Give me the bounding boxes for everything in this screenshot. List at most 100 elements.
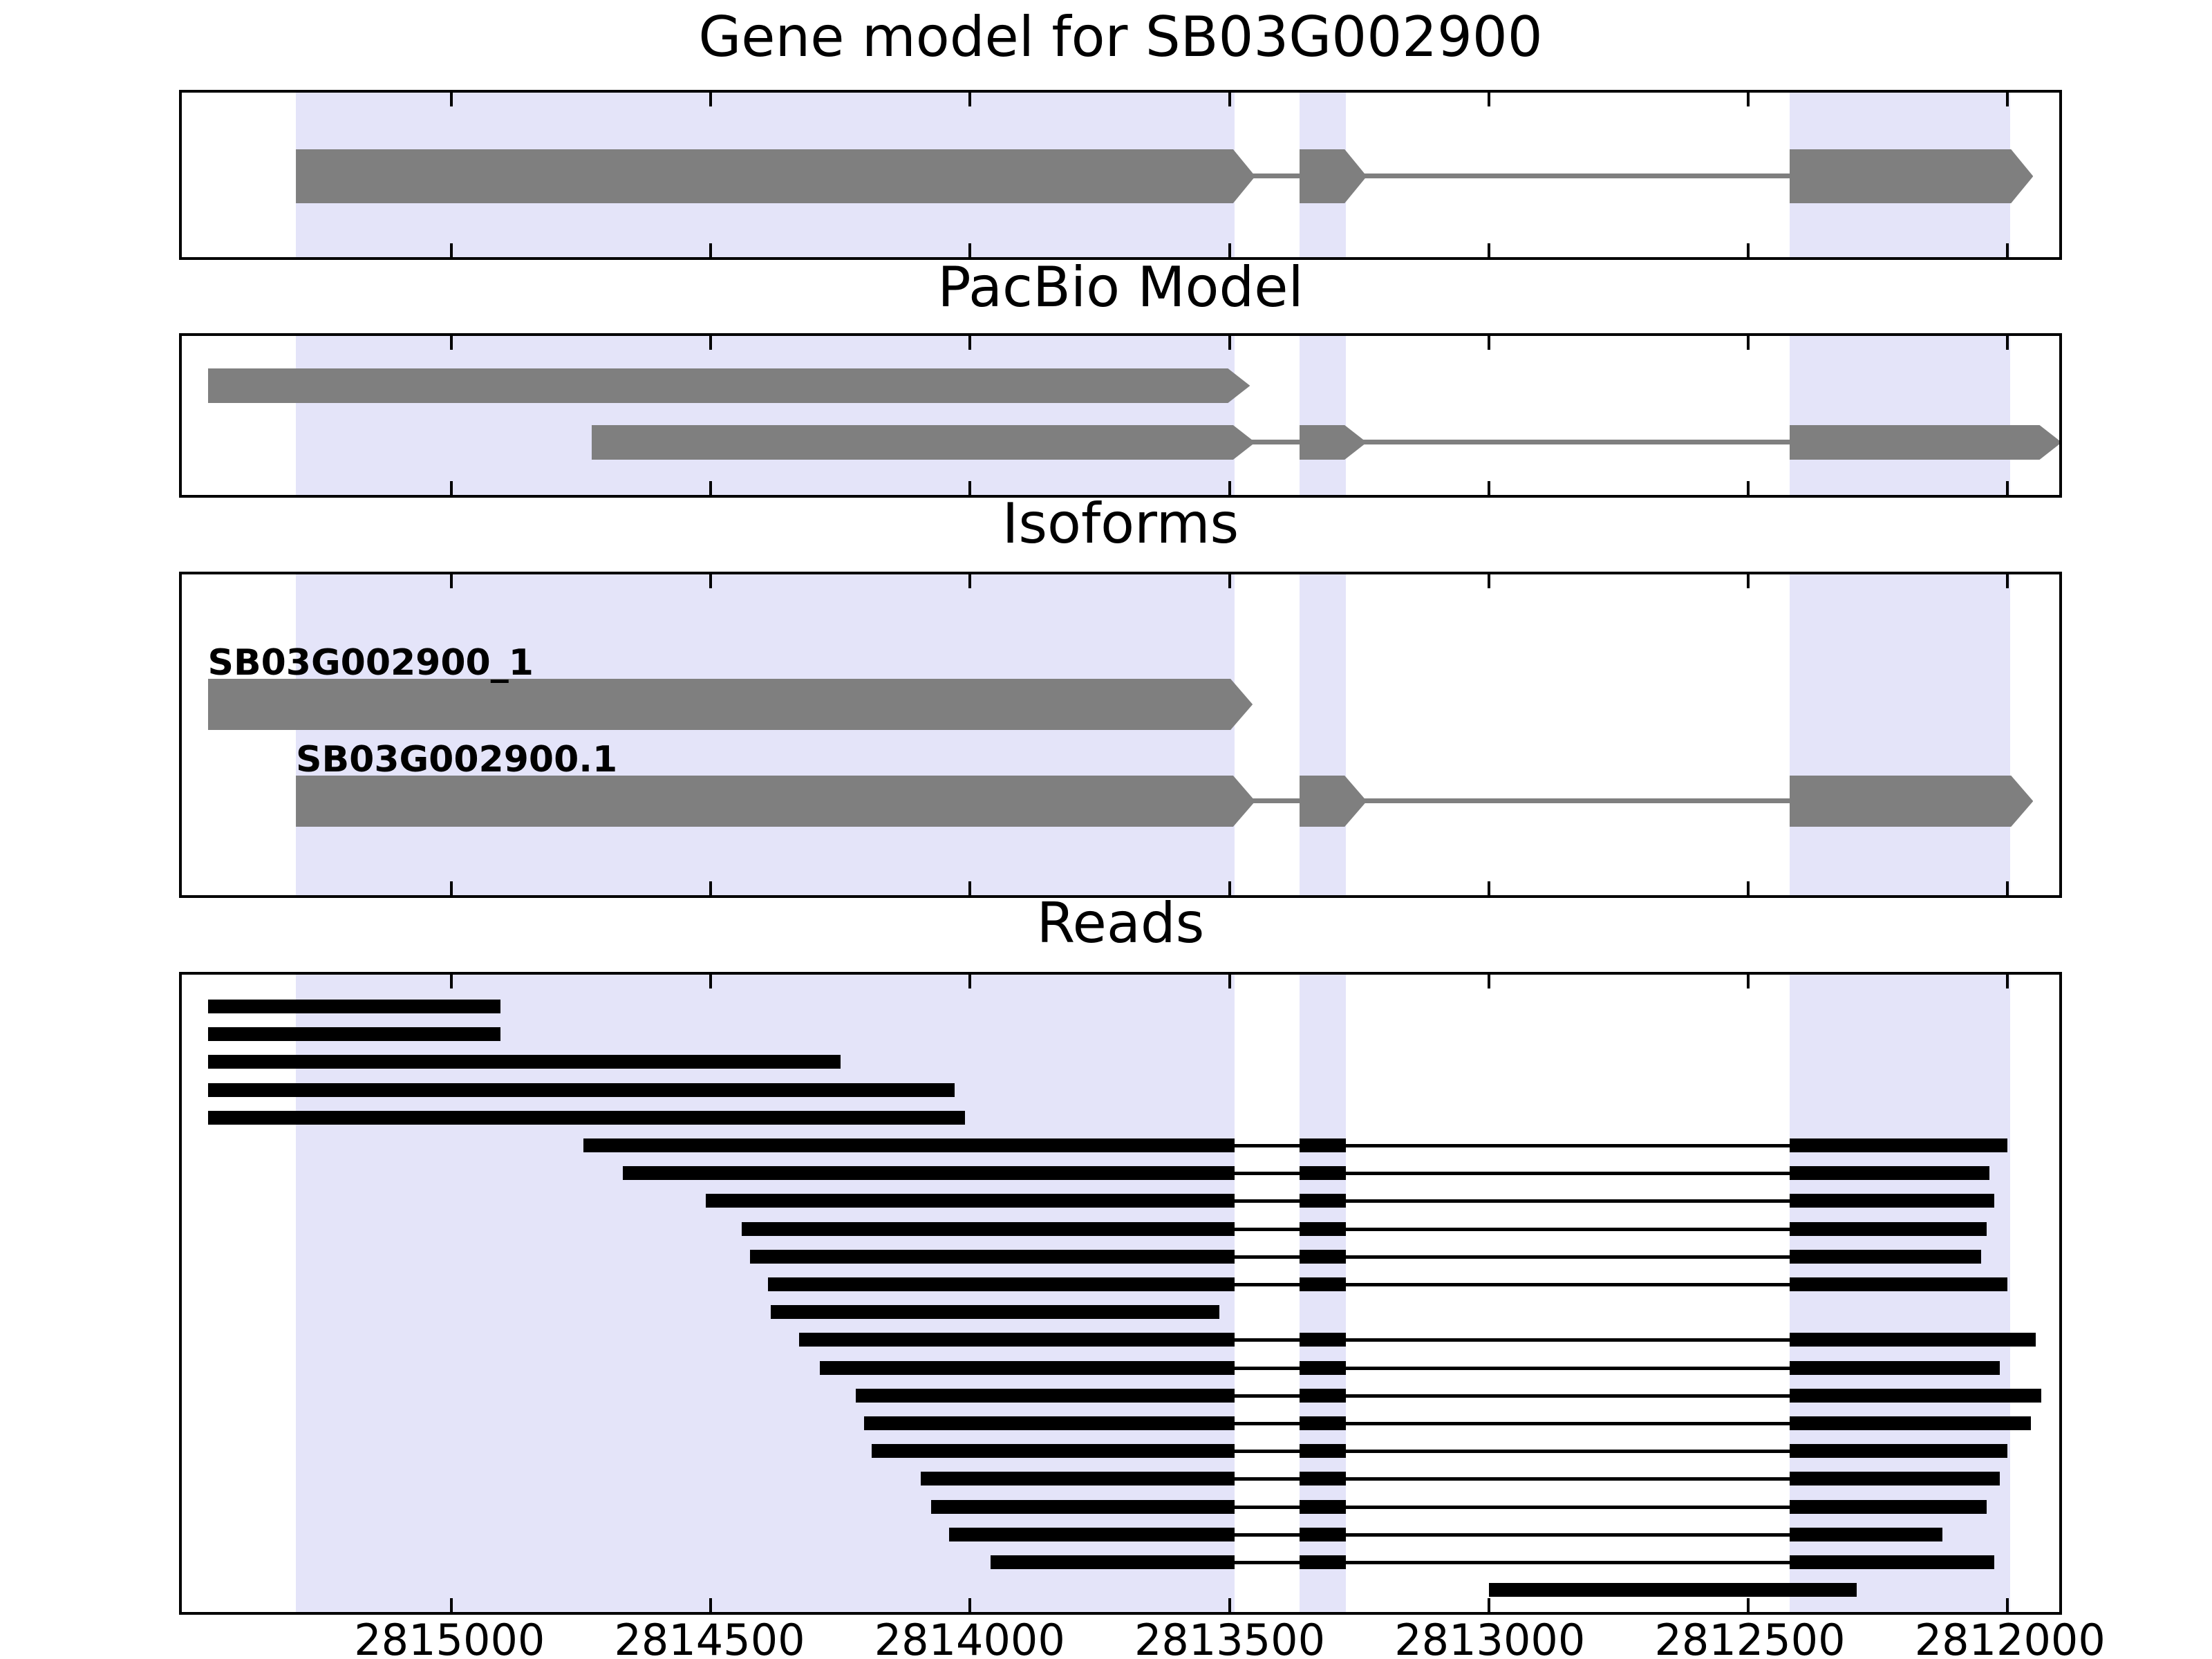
- read-gap-line: [1346, 1255, 1790, 1259]
- exon-block: [296, 149, 1255, 203]
- read-gap-line: [1235, 1199, 1300, 1203]
- x-axis-tick: [1487, 881, 1490, 895]
- x-axis-tick: [968, 336, 972, 350]
- x-axis-tick: [709, 481, 713, 495]
- x-axis-tick: [1228, 243, 1231, 257]
- exon-block: [296, 776, 1255, 827]
- x-axis-tick: [2005, 93, 2009, 106]
- exon-highlight-band: [1299, 574, 1347, 895]
- reads-title: Reads: [1036, 891, 1205, 955]
- read-gap-line: [1235, 1394, 1300, 1398]
- gene-model-title: Gene model for SB03G002900: [698, 5, 1543, 69]
- read-gap-line: [1235, 1450, 1300, 1454]
- read-gap-line: [1346, 1561, 1790, 1564]
- read-segment: [1789, 1444, 2007, 1459]
- x-axis-tick: [1746, 881, 1750, 895]
- read-gap-line: [1346, 1450, 1790, 1454]
- read-gap-line: [1235, 1255, 1300, 1259]
- x-axis-tick: [709, 243, 713, 257]
- read-segment: [705, 1194, 1235, 1208]
- read-segment: [863, 1416, 1235, 1430]
- x-axis-tick-label: 2813000: [1394, 1615, 1586, 1659]
- read-gap-line: [1346, 1477, 1790, 1481]
- x-axis-tick: [968, 481, 972, 495]
- read-segment: [1789, 1472, 2000, 1486]
- read-segment: [1789, 1555, 1995, 1569]
- read-gap-line: [1235, 1283, 1300, 1286]
- read-segment: [1789, 1277, 2007, 1291]
- read-gap-line: [1346, 1338, 1790, 1342]
- read-segment: [1299, 1166, 1347, 1181]
- x-axis-tick-label: 2814500: [614, 1615, 805, 1659]
- intron-line: [1235, 440, 1300, 444]
- intron-line: [1346, 174, 1790, 178]
- x-axis-tick: [1487, 336, 1490, 350]
- x-axis-tick: [968, 243, 972, 257]
- read-segment: [798, 1333, 1235, 1347]
- read-segment: [1299, 1472, 1347, 1486]
- read-segment: [207, 1110, 965, 1125]
- x-axis-tick: [450, 1598, 453, 1612]
- exon-block: [208, 679, 1253, 730]
- read-segment: [1299, 1138, 1347, 1152]
- x-axis-tick: [1746, 1598, 1750, 1612]
- isoform-label: SB03G002900_1: [207, 642, 534, 684]
- read-segment: [1299, 1527, 1347, 1541]
- x-axis-tick: [450, 881, 453, 895]
- read-segment: [1299, 1333, 1347, 1347]
- read-segment: [583, 1138, 1235, 1152]
- read-segment: [1789, 1360, 2000, 1375]
- exon-highlight-band: [296, 336, 1235, 495]
- x-axis-tick: [1487, 1598, 1490, 1612]
- intron-line: [1235, 798, 1300, 803]
- x-axis-tick: [1228, 975, 1231, 988]
- read-gap-line: [1346, 1283, 1790, 1286]
- x-axis-tick: [1228, 881, 1231, 895]
- x-axis-tick: [1746, 243, 1750, 257]
- gene-model-panel: [179, 90, 2062, 260]
- read-segment: [991, 1555, 1235, 1569]
- read-segment: [770, 1305, 1219, 1320]
- x-axis-tick: [1228, 1598, 1231, 1612]
- reads-panel: [179, 972, 2062, 1615]
- x-axis-tick: [968, 93, 972, 106]
- x-axis-tick-label: 2814000: [874, 1615, 1065, 1659]
- read-gap-line: [1235, 1561, 1300, 1564]
- x-axis-tick: [968, 975, 972, 988]
- read-segment: [1488, 1583, 1857, 1597]
- read-segment: [207, 1082, 955, 1097]
- read-segment: [1789, 1527, 1943, 1541]
- read-segment: [1299, 1416, 1347, 1430]
- isoforms-title: Isoforms: [1002, 491, 1239, 556]
- read-gap-line: [1346, 1172, 1790, 1176]
- read-gap-line: [1235, 1144, 1300, 1147]
- intron-line: [1346, 440, 1790, 444]
- x-axis-tick: [1487, 243, 1490, 257]
- exon-block: [1790, 149, 2033, 203]
- read-gap-line: [1235, 1477, 1300, 1481]
- x-axis-tick: [968, 881, 972, 895]
- read-segment: [931, 1499, 1235, 1514]
- read-segment: [1789, 1388, 2041, 1403]
- x-axis-tick: [2005, 1598, 2009, 1612]
- exon-highlight-band: [1299, 336, 1347, 495]
- exon-highlight-band: [1299, 975, 1347, 1612]
- read-segment: [1299, 1444, 1347, 1459]
- read-segment: [207, 1055, 841, 1069]
- x-axis-tick: [1228, 481, 1231, 495]
- pacbio-panel: [179, 333, 2062, 498]
- read-gap-line: [1235, 1505, 1300, 1509]
- x-axis-tick: [450, 336, 453, 350]
- x-axis-tick: [450, 243, 453, 257]
- x-axis-tick: [450, 574, 453, 588]
- exon-block: [208, 368, 1250, 403]
- exon-block: [592, 425, 1255, 460]
- isoforms-panel: SB03G002900_1 SB03G002900.1: [179, 572, 2062, 898]
- read-segment: [1299, 1221, 1347, 1236]
- read-segment: [856, 1388, 1235, 1403]
- x-axis-tick: [1746, 336, 1750, 350]
- read-gap-line: [1346, 1422, 1790, 1425]
- x-axis-tick: [2005, 481, 2009, 495]
- read-segment: [1789, 1333, 2036, 1347]
